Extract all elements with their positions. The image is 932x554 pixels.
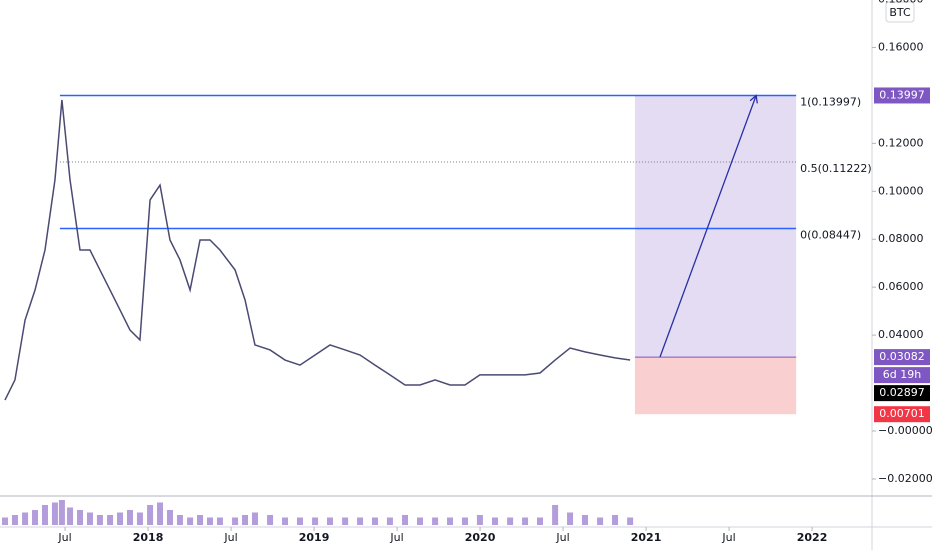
price-label: 0.00701 <box>879 407 925 420</box>
volume-bar <box>267 515 274 525</box>
y-tick-label: 0.04000 <box>878 328 924 341</box>
volume-bar <box>536 517 543 525</box>
volume-bar <box>251 512 258 525</box>
price-label-bg <box>874 87 930 104</box>
x-tick-label: 2019 <box>299 531 330 544</box>
price-label-bg <box>874 406 930 423</box>
x-tick-label: Jul <box>389 531 403 544</box>
volume-bar <box>342 517 349 525</box>
volume-bar <box>67 507 74 525</box>
volume-bar <box>77 510 84 525</box>
y-tick-label: 0.10000 <box>878 184 924 197</box>
symbol: BTC <box>889 6 911 19</box>
x-tick-label: Jul <box>555 531 569 544</box>
x-tick-label: Jul <box>223 531 237 544</box>
volume-bar <box>627 517 634 525</box>
volume-bar <box>492 517 499 525</box>
volume-bar <box>176 515 183 525</box>
price-line <box>4 99 631 401</box>
volume-bar <box>402 515 409 525</box>
volume-bar <box>32 510 39 525</box>
y-tick-label: −0.02000 <box>878 472 932 485</box>
volume-bar <box>552 505 559 525</box>
volume-bar <box>147 505 154 525</box>
volume-bar <box>11 515 18 525</box>
volume-bar <box>107 515 114 525</box>
x-tick-label: 2020 <box>465 531 496 544</box>
volume-bar <box>232 517 239 525</box>
volume-bar <box>22 512 29 525</box>
y-tick-label: 0.06000 <box>878 280 924 293</box>
volume-bar <box>206 517 213 525</box>
volume-bar <box>522 517 529 525</box>
volume-bar <box>216 517 223 525</box>
volume-bar <box>461 517 468 525</box>
price-label-bg <box>874 367 930 384</box>
fib-label: 0.5(0.11222) <box>800 162 872 175</box>
volume-bar <box>282 517 289 525</box>
volume-bar <box>416 517 423 525</box>
volume-bar <box>1 517 8 525</box>
price-label: 0.02897 <box>879 386 925 399</box>
x-tick-label: Jul <box>57 531 71 544</box>
volume-bar <box>242 515 249 525</box>
fib-label: 0(0.08447) <box>800 229 861 242</box>
volume-bar <box>507 517 514 525</box>
y-tick-label: 0.16000 <box>878 40 924 53</box>
volume-bar <box>447 517 454 525</box>
volume-bar <box>357 517 364 525</box>
x-tick-label: 2022 <box>797 531 828 544</box>
profit-zone <box>634 95 797 358</box>
y-tick-label: 0.08000 <box>878 232 924 245</box>
x-tick-label: Jul <box>721 531 735 544</box>
price-label-bg <box>874 385 930 402</box>
volume-bar <box>126 510 133 525</box>
volume-bar <box>51 502 58 525</box>
volume-bar <box>136 512 143 525</box>
x-tick-label: 2018 <box>133 531 164 544</box>
arrow-head <box>749 94 758 104</box>
fib-label: 1(0.13997) <box>800 95 861 108</box>
volume-bar <box>41 505 48 525</box>
volume-bar <box>476 515 483 525</box>
volume-bar <box>597 517 604 525</box>
volume-bar <box>581 515 588 525</box>
y-tick-label: 0.12000 <box>878 136 924 149</box>
projection-arrow <box>659 95 757 358</box>
volume-bar <box>166 510 173 525</box>
y-tick-label: 0.18000 <box>878 0 924 6</box>
volume-bar <box>117 512 124 525</box>
volume-bar <box>432 517 439 525</box>
volume-bar <box>371 517 378 525</box>
x-tick-label: 2021 <box>631 531 662 544</box>
volume-bar <box>296 517 303 525</box>
volume-bar <box>187 517 194 525</box>
volume-bar <box>157 502 164 525</box>
y-tick-label: −0.00000 <box>878 424 932 437</box>
price-label: 6d 19h <box>883 368 921 381</box>
volume-bar <box>86 512 93 525</box>
volume-bar <box>58 500 65 525</box>
price-label: 0.03082 <box>879 350 925 363</box>
price-label-bg <box>874 349 930 366</box>
symbol-badge <box>885 1 915 23</box>
volume-bar <box>197 515 204 525</box>
volume-bar <box>386 517 393 525</box>
volume-bar <box>567 512 574 525</box>
loss-zone <box>634 357 797 415</box>
price-label: 0.13997 <box>879 88 925 101</box>
volume-bar <box>312 517 319 525</box>
volume-bar <box>327 517 334 525</box>
volume-bar <box>612 515 619 525</box>
volume-bar <box>96 515 103 525</box>
